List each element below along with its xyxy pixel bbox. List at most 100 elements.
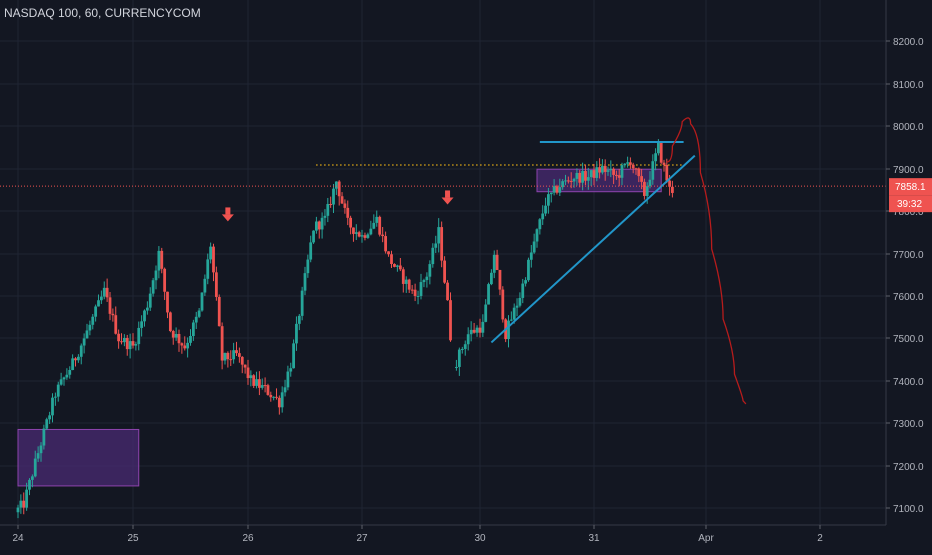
candle-body	[378, 216, 382, 235]
price-tick-label: 7700.0	[893, 250, 924, 261]
candle	[295, 316, 298, 351]
candle-body	[277, 397, 281, 408]
candle-body	[246, 367, 250, 379]
candle-body	[572, 178, 576, 182]
candle	[372, 214, 376, 230]
candle-body	[295, 323, 298, 344]
candle	[220, 322, 224, 370]
candle-body	[603, 165, 607, 172]
candle	[484, 299, 488, 323]
candle	[595, 161, 599, 182]
candle-body	[326, 204, 330, 216]
candle	[323, 209, 327, 226]
time-tick-label: 25	[127, 533, 139, 544]
candle	[440, 221, 444, 268]
candle	[125, 334, 129, 356]
candle	[166, 291, 169, 319]
candle	[148, 287, 152, 311]
candle	[387, 251, 390, 257]
candle	[463, 340, 467, 356]
candle	[566, 176, 570, 184]
candle-body	[65, 374, 69, 378]
candle-body	[595, 167, 599, 178]
candle	[332, 184, 335, 214]
price-tick-label: 7100.0	[893, 504, 924, 515]
candle	[623, 163, 627, 168]
candle	[589, 169, 593, 187]
candle-body	[549, 192, 553, 195]
time-axis: 24 25 26 27 30 31 Apr 2	[0, 524, 932, 550]
candle	[289, 362, 293, 377]
price-tick-label: 7800.0	[893, 207, 924, 218]
candle	[42, 424, 46, 450]
candle-body	[223, 352, 227, 361]
candle	[183, 336, 187, 351]
candle	[76, 354, 80, 363]
candle	[320, 212, 324, 239]
candle	[25, 482, 29, 511]
candle	[237, 347, 241, 363]
candle-body	[220, 326, 224, 361]
candle-body	[148, 293, 152, 308]
candle	[469, 321, 473, 342]
candle-body	[589, 170, 593, 178]
candle-body	[527, 259, 530, 281]
candle-body	[575, 172, 579, 179]
candle-body	[191, 322, 195, 337]
candle	[203, 274, 207, 296]
candle-body	[317, 221, 321, 230]
candle-body	[469, 329, 473, 335]
candle	[390, 250, 393, 268]
candle-body	[495, 254, 499, 270]
candle	[163, 267, 167, 301]
candle	[378, 215, 382, 237]
candle	[443, 256, 446, 284]
candle-body	[446, 282, 449, 301]
candle	[575, 168, 579, 186]
candle	[85, 323, 89, 339]
candle-body	[463, 344, 467, 349]
candle-body	[122, 337, 126, 343]
candle-body	[620, 165, 624, 178]
candle-body	[42, 428, 46, 446]
candle-body	[340, 196, 344, 204]
candle-body	[94, 306, 98, 317]
candle	[22, 492, 26, 515]
candle-body	[498, 269, 502, 290]
candle	[88, 320, 92, 336]
time-tick-label: 30	[474, 533, 486, 544]
candle	[369, 220, 373, 236]
last-price-tag-bg	[889, 178, 932, 196]
candle	[229, 350, 233, 367]
candle	[384, 231, 387, 254]
price-tick-label: 7200.0	[893, 462, 924, 473]
candle-body	[434, 243, 438, 248]
candle-body	[174, 333, 178, 338]
candle	[209, 242, 213, 264]
candle-body	[320, 217, 324, 230]
candle	[524, 277, 527, 287]
candle	[226, 351, 230, 368]
time-tick-label: 26	[242, 533, 254, 544]
candle-body	[401, 269, 405, 284]
candle-body	[343, 203, 347, 208]
candle-body	[544, 205, 547, 214]
candle-body	[214, 272, 218, 297]
candle	[39, 442, 43, 462]
candle	[99, 290, 103, 304]
candle-body	[137, 327, 141, 345]
candle	[186, 337, 190, 358]
candle-body	[59, 379, 63, 385]
candle-body	[143, 310, 146, 322]
candle	[569, 172, 573, 189]
candle-body	[99, 296, 103, 301]
candle	[640, 168, 643, 190]
candle-body	[584, 171, 587, 181]
candle	[422, 278, 426, 288]
candle-body	[425, 276, 429, 281]
candle	[547, 187, 550, 214]
candle	[108, 292, 112, 321]
candle	[33, 450, 37, 478]
